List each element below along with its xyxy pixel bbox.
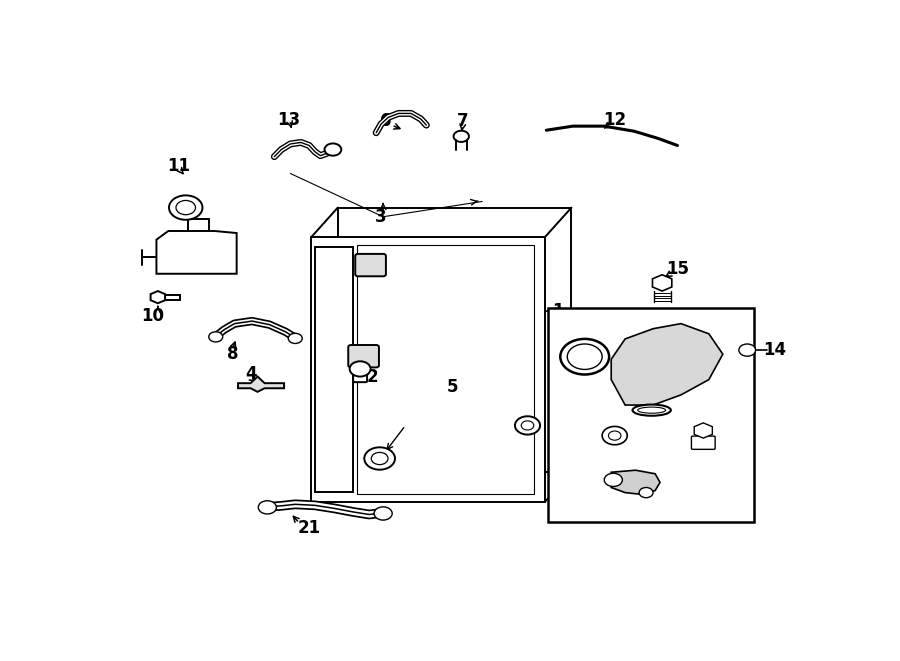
FancyBboxPatch shape xyxy=(348,345,379,368)
Circle shape xyxy=(364,447,395,470)
Text: 4: 4 xyxy=(245,364,256,383)
Text: 17: 17 xyxy=(586,397,608,415)
Polygon shape xyxy=(150,291,165,303)
Text: 12: 12 xyxy=(603,111,626,129)
Text: 11: 11 xyxy=(167,157,190,175)
Circle shape xyxy=(258,501,276,514)
Circle shape xyxy=(602,426,627,445)
Circle shape xyxy=(739,344,756,356)
Text: 9: 9 xyxy=(159,254,171,272)
Text: 13: 13 xyxy=(276,111,300,129)
Bar xyxy=(548,308,754,522)
Text: 18: 18 xyxy=(666,349,689,368)
Text: 7: 7 xyxy=(457,112,469,130)
Text: 1: 1 xyxy=(552,302,563,320)
Circle shape xyxy=(639,488,653,498)
FancyBboxPatch shape xyxy=(353,373,367,382)
Text: 3: 3 xyxy=(375,208,387,226)
Text: 15: 15 xyxy=(666,260,689,278)
Text: 14: 14 xyxy=(763,341,787,359)
Text: 10: 10 xyxy=(141,307,165,325)
Circle shape xyxy=(209,332,222,342)
Text: 5: 5 xyxy=(446,378,458,396)
Circle shape xyxy=(515,416,540,434)
Text: 8: 8 xyxy=(227,345,239,363)
Polygon shape xyxy=(157,231,237,274)
Ellipse shape xyxy=(633,405,670,416)
Circle shape xyxy=(288,333,302,344)
Polygon shape xyxy=(694,423,712,438)
Polygon shape xyxy=(311,237,545,502)
Polygon shape xyxy=(652,275,671,291)
Text: 6: 6 xyxy=(380,112,392,130)
Polygon shape xyxy=(315,247,353,492)
Polygon shape xyxy=(238,377,284,392)
Text: 19: 19 xyxy=(555,444,579,463)
Circle shape xyxy=(374,507,392,520)
Text: 2: 2 xyxy=(366,368,378,386)
FancyBboxPatch shape xyxy=(691,436,716,449)
Circle shape xyxy=(325,143,341,156)
Circle shape xyxy=(349,362,371,377)
Text: 20: 20 xyxy=(651,451,674,469)
Text: 16: 16 xyxy=(550,360,572,377)
Polygon shape xyxy=(611,324,723,405)
Circle shape xyxy=(604,473,623,486)
Polygon shape xyxy=(611,470,660,494)
Text: 21: 21 xyxy=(298,520,320,537)
Circle shape xyxy=(169,196,202,220)
Circle shape xyxy=(561,339,609,375)
FancyBboxPatch shape xyxy=(356,254,386,276)
